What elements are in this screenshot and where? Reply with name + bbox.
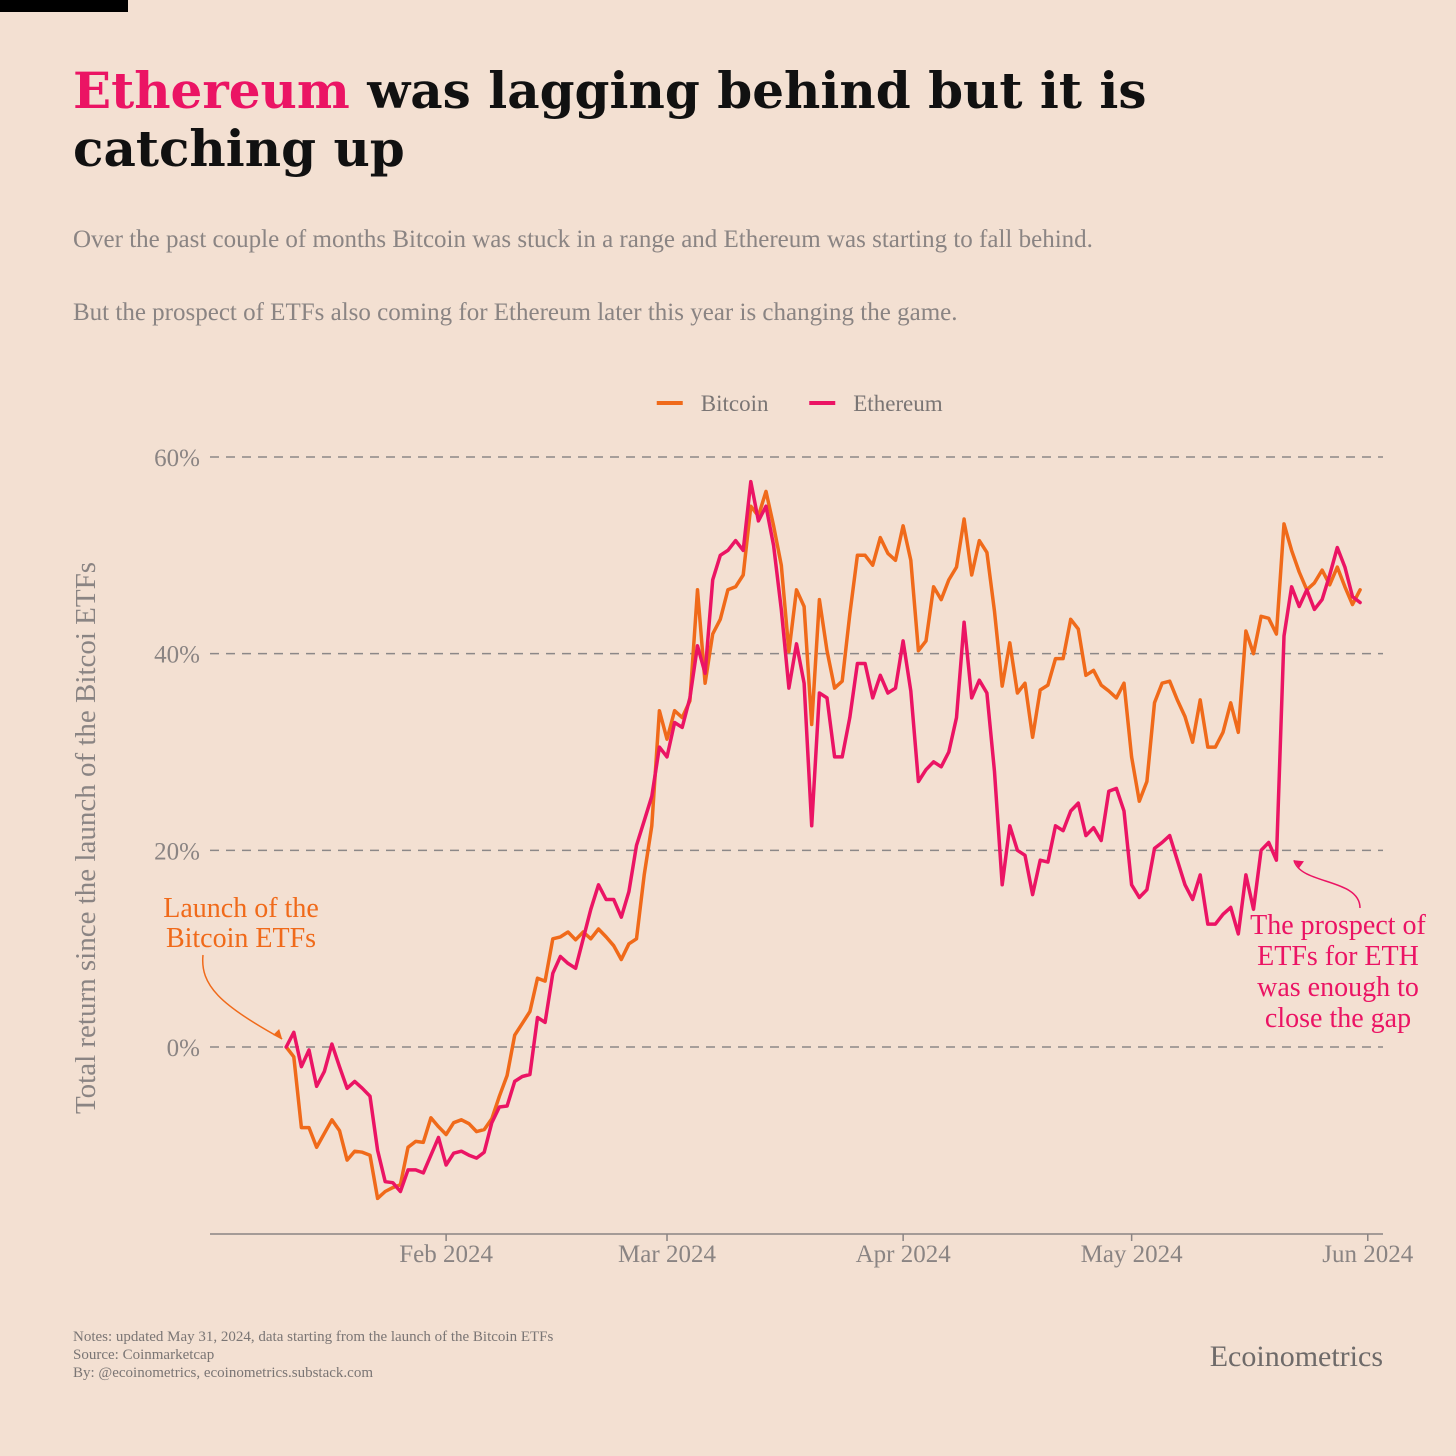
series-line-ethereum (284, 479, 1362, 1194)
series-line-bitcoin (284, 489, 1362, 1201)
y-axis-label: Total return since the launch of the Bit… (70, 562, 102, 1114)
source-line: Source: Coinmarketcap (73, 1347, 215, 1363)
annotation-eth-text: was enough to (1257, 972, 1419, 1003)
annotation-eth-arrow (1293, 859, 1361, 909)
x-tick-label: May 2024 (1081, 1241, 1184, 1268)
annotation-launch-arrowhead (273, 1029, 283, 1039)
annotation-launch-arrow (201, 954, 283, 1040)
notes-line: Notes: updated May 31, 2024, data starti… (73, 1329, 554, 1345)
x-tick-label: Jun 2024 (1322, 1241, 1413, 1268)
brand-name: Ecoinometrics (1209, 1340, 1383, 1373)
annotation-eth-text: close the gap (1265, 1003, 1411, 1034)
annotation-eth-text: ETFs for ETH (1257, 941, 1419, 972)
annotation-eth-arrowhead (1293, 860, 1304, 869)
legend-label: Bitcoin (701, 391, 769, 416)
x-tick-label: Feb 2024 (399, 1241, 493, 1268)
subtitle-line-1: Over the past couple of months Bitcoin w… (73, 226, 1093, 253)
y-tick-label: 0% (167, 1035, 200, 1062)
y-tick-label: 40% (154, 642, 200, 669)
annotation-eth-text: The prospect of (1250, 910, 1426, 941)
y-tick-label: 60% (154, 445, 200, 472)
footnotes: Notes: updated May 31, 2024, data starti… (73, 1328, 553, 1382)
legend-label: Ethereum (853, 391, 943, 416)
byline: By: @ecoinometrics, ecoinometrics.substa… (73, 1365, 373, 1381)
title-highlight: Ethereum (73, 61, 350, 120)
annotation-launch-text: Bitcoin ETFs (166, 923, 316, 954)
title-rest: was lagging behind but it is catching up (73, 61, 1147, 178)
y-tick-label: 20% (154, 838, 200, 865)
subtitle-line-2: But the prospect of ETFs also coming for… (73, 299, 958, 326)
annotation-launch-text: Launch of the (163, 893, 319, 924)
x-tick-label: Apr 2024 (856, 1241, 952, 1268)
top-accent-bar (0, 0, 128, 12)
page-title: Ethereum was lagging behind but it is ca… (73, 62, 1373, 178)
x-tick-label: Mar 2024 (618, 1241, 716, 1268)
